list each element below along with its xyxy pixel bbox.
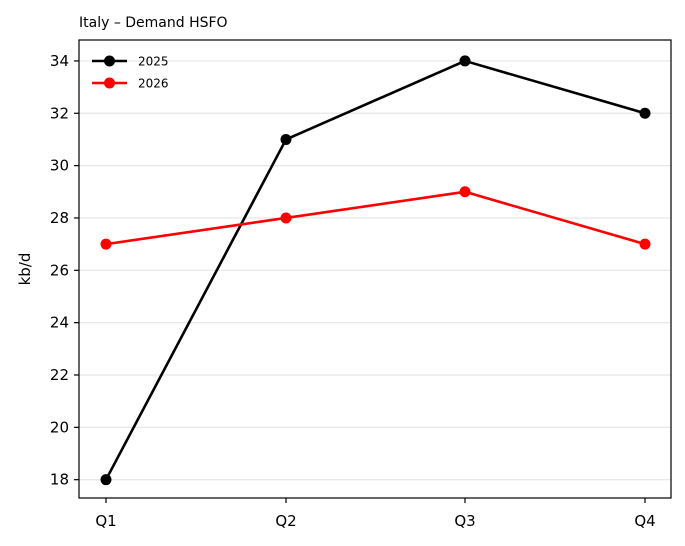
data-point: [639, 238, 651, 250]
legend: 2025 2026: [92, 55, 169, 91]
y-tick-label: 34: [50, 52, 69, 70]
legend-item: 2026: [92, 77, 169, 91]
x-tick-label: Q4: [634, 512, 655, 530]
data-point: [459, 55, 471, 67]
x-axis: Q1 Q2 Q3 Q4: [95, 498, 656, 530]
data-point: [280, 133, 292, 145]
series-2025: [100, 55, 651, 486]
y-tick-label: 22: [50, 366, 69, 384]
chart-title: Italy – Demand HSFO: [79, 15, 228, 31]
data-point: [280, 212, 292, 224]
y-tick-label: 20: [50, 418, 69, 436]
data-point: [100, 474, 112, 486]
legend-item: 2025: [92, 55, 169, 69]
legend-label: 2026: [138, 77, 169, 91]
y-axis-label: kb/d: [16, 253, 34, 286]
y-tick-label: 28: [50, 209, 69, 227]
plot-frame: [78, 39, 672, 499]
data-point: [100, 238, 112, 250]
series-line: [104, 59, 646, 481]
series-layer: [100, 55, 651, 486]
y-tick-label: 30: [50, 157, 69, 175]
y-tick-label: 24: [50, 314, 69, 332]
legend-label: 2025: [138, 55, 169, 69]
data-point: [459, 186, 471, 198]
series-line: [105, 190, 646, 246]
x-tick-label: Q1: [95, 512, 116, 530]
data-point: [639, 107, 651, 119]
gridlines: [79, 60, 671, 481]
legend-marker: [104, 55, 115, 67]
y-tick-label: 26: [50, 261, 69, 279]
series-2026: [100, 186, 651, 250]
x-tick-label: Q2: [275, 512, 296, 530]
y-tick-label: 18: [50, 471, 69, 489]
y-tick-label: 32: [50, 104, 69, 122]
y-axis: 18 20 22 24 26 28 30 32 34: [50, 52, 79, 489]
x-tick-label: Q3: [454, 512, 475, 530]
legend-marker: [104, 77, 115, 89]
